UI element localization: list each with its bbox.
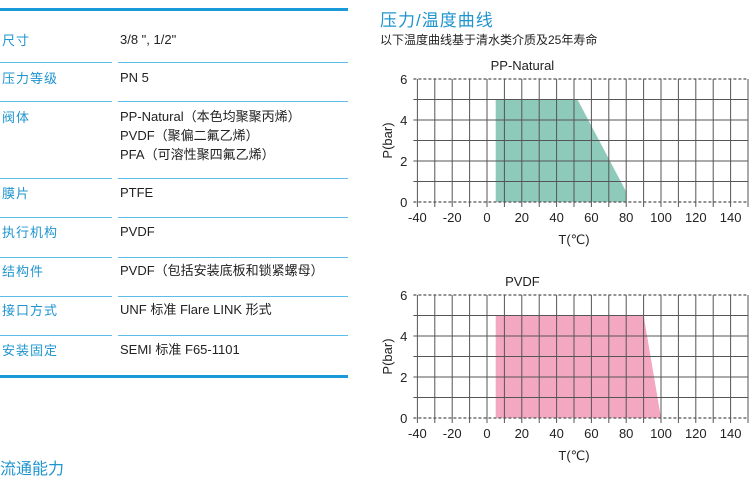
spec-value: PN 5 — [120, 68, 149, 87]
section-title: 压力/温度曲线 — [380, 11, 494, 30]
y-tick-label: 6 — [400, 288, 407, 303]
spec-label: 膜片 — [2, 186, 31, 201]
row-divider — [0, 257, 112, 258]
spec-label: 结构件 — [2, 264, 45, 279]
y-tick-label: 0 — [400, 411, 407, 426]
x-tick-label: 120 — [685, 426, 707, 441]
x-tick-label: 140 — [720, 426, 742, 441]
x-tick-label: 140 — [720, 210, 742, 225]
spec-label: 安装固定 — [2, 343, 59, 358]
next-section-title: 流通能力 — [0, 461, 65, 478]
row-divider — [0, 62, 112, 63]
chart-title: PVDF — [505, 274, 540, 289]
x-tick-label: 20 — [515, 426, 529, 441]
x-tick-label: 60 — [584, 426, 598, 441]
y-tick-label: 6 — [400, 72, 407, 87]
x-tick-label: 0 — [483, 210, 490, 225]
spec-value-line: PTFE — [120, 185, 154, 200]
x-tick-label: 20 — [515, 210, 529, 225]
spec-value: 3/8 ", 1/2" — [120, 30, 176, 49]
spec-value-line: UNF 标准 Flare LINK 形式 — [120, 302, 272, 317]
operating-area — [495, 315, 661, 418]
spec-value-line: PP-Natural（本色均聚聚丙烯） — [120, 109, 301, 124]
x-tick-label: -40 — [408, 426, 427, 441]
row-divider — [118, 62, 348, 63]
spec-value: SEMI 标准 F65-1101 — [120, 340, 240, 359]
spec-value: PVDF — [120, 222, 155, 241]
x-axis-label: T(℃) — [558, 232, 589, 247]
spec-value: PTFE — [120, 183, 153, 202]
row-divider — [118, 101, 348, 102]
x-tick-label: -20 — [443, 426, 462, 441]
row-divider — [118, 335, 348, 336]
spec-label: 执行机构 — [2, 225, 59, 240]
y-axis-label: P(bar) — [380, 122, 395, 158]
row-divider — [118, 257, 348, 258]
spec-value-line: SEMI 标准 F65-1101 — [120, 342, 240, 357]
y-tick-label: 4 — [400, 113, 407, 128]
x-tick-label: 80 — [619, 210, 633, 225]
x-tick-label: 120 — [685, 210, 707, 225]
x-tick-label: 40 — [549, 426, 563, 441]
spec-value-line: 3/8 ", 1/2" — [120, 32, 177, 47]
operating-area — [495, 99, 627, 202]
top-divider — [0, 8, 348, 11]
y-tick-label: 2 — [400, 370, 407, 385]
spec-label: 压力等级 — [2, 71, 59, 86]
x-tick-label: -40 — [408, 210, 427, 225]
spec-value-line: PVDF（聚偏二氟乙烯） — [120, 128, 259, 143]
spec-label: 阀体 — [2, 110, 31, 125]
pp-natural-chart: PP-Natural -40 -20 0 20 40 60 80 100 120 140 0 2 4 6 T(… — [380, 58, 749, 247]
spec-value-line: PVDF（包括安装底板和锁紧螺母） — [120, 263, 324, 278]
row-divider — [0, 217, 112, 218]
spec-value: PVDF（包括安装底板和锁紧螺母） — [120, 261, 324, 280]
y-tick-label: 0 — [400, 195, 407, 210]
spec-value-line: PFA（可溶性聚四氟乙烯） — [120, 147, 275, 162]
x-tick-label: 100 — [650, 210, 672, 225]
row-divider — [0, 101, 112, 102]
y-tick-label: 4 — [400, 329, 407, 344]
spec-value: PP-Natural（本色均聚聚丙烯） PVDF（聚偏二氟乙烯） PFA（可溶性聚四… — [120, 107, 301, 164]
bottom-divider — [0, 375, 348, 378]
x-tick-label: 100 — [650, 426, 672, 441]
row-divider — [0, 296, 112, 297]
row-divider — [118, 296, 348, 297]
pvdf-chart: PVDF -40 -20 0 20 40 60 80 100 120 140 0 2 4 6 T(℃) P(ba… — [380, 274, 749, 463]
row-divider — [0, 335, 112, 336]
row-divider — [118, 178, 348, 179]
spec-label: 尺寸 — [2, 33, 31, 48]
x-tick-label: 80 — [619, 426, 633, 441]
x-tick-label: 0 — [483, 426, 490, 441]
row-divider — [0, 178, 112, 179]
section-subtitle: 以下温度曲线基于清水类介质及25年寿命 — [380, 33, 598, 47]
row-divider — [118, 217, 348, 218]
x-tick-label: -20 — [443, 210, 462, 225]
x-axis-label: T(℃) — [558, 448, 589, 463]
y-axis-label: P(bar) — [380, 338, 395, 374]
x-tick-label: 40 — [549, 210, 563, 225]
spec-value-line: PN 5 — [120, 70, 149, 85]
spec-label: 接口方式 — [2, 303, 59, 318]
y-tick-label: 2 — [400, 154, 407, 169]
chart-title: PP-Natural — [491, 58, 555, 73]
x-tick-label: 60 — [584, 210, 598, 225]
spec-value: UNF 标准 Flare LINK 形式 — [120, 300, 272, 319]
spec-value-line: PVDF — [120, 224, 155, 239]
